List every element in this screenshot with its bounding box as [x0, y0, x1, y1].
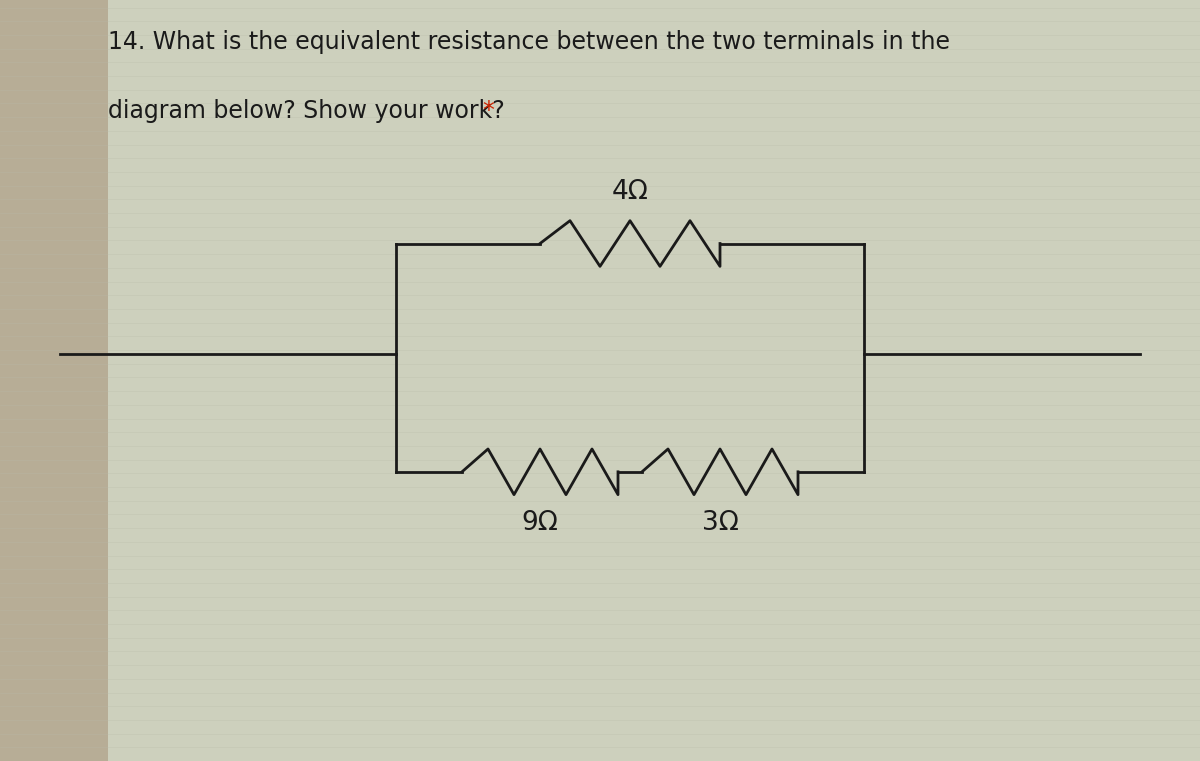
- Text: 3Ω: 3Ω: [702, 510, 738, 536]
- Bar: [0, 0, 108, 761]
- Text: *: *: [482, 99, 494, 123]
- Text: 14. What is the equivalent resistance between the two terminals in the: 14. What is the equivalent resistance be…: [108, 30, 950, 55]
- Text: diagram below? Show your work?: diagram below? Show your work?: [108, 99, 512, 123]
- Text: 4Ω: 4Ω: [612, 180, 648, 205]
- Text: 9Ω: 9Ω: [522, 510, 558, 536]
